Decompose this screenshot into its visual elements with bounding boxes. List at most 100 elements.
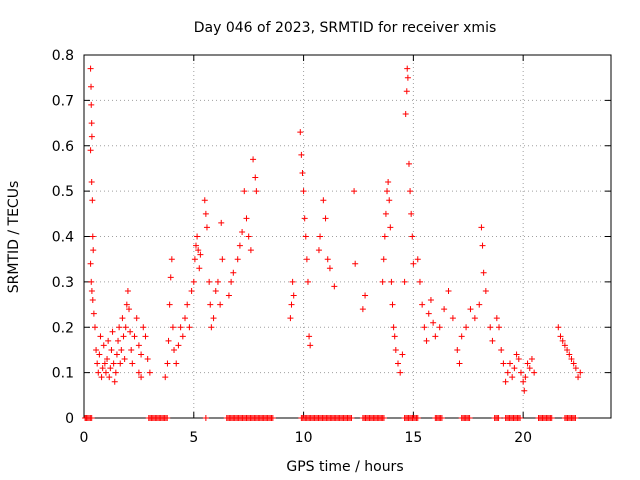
data-point xyxy=(105,337,112,344)
data-point xyxy=(99,365,106,372)
data-point xyxy=(89,233,96,240)
data-point xyxy=(111,378,118,385)
data-point xyxy=(90,247,97,254)
data-point xyxy=(555,324,562,331)
data-point xyxy=(401,278,408,285)
data-point xyxy=(138,351,145,358)
data-point xyxy=(493,315,500,322)
data-point xyxy=(479,242,486,249)
data-point xyxy=(387,224,394,231)
x-tick-label: 20 xyxy=(514,430,532,446)
data-point xyxy=(326,265,333,272)
data-point xyxy=(87,65,94,72)
data-point xyxy=(575,374,582,381)
data-point xyxy=(87,260,94,267)
y-tick-label: 0.8 xyxy=(52,48,74,64)
data-point xyxy=(109,328,116,335)
data-point xyxy=(217,301,224,308)
data-point xyxy=(496,324,503,331)
data-point xyxy=(88,120,95,127)
data-point xyxy=(380,415,387,421)
data-point xyxy=(88,179,95,186)
data-point xyxy=(498,346,505,353)
y-tick-label: 0.2 xyxy=(52,320,74,336)
data-point xyxy=(471,315,478,322)
data-point xyxy=(436,324,443,331)
data-point xyxy=(304,278,311,285)
data-point xyxy=(416,278,423,285)
y-tick-label: 0.4 xyxy=(52,230,74,246)
data-point xyxy=(142,333,149,340)
data-point xyxy=(219,256,226,263)
data-point xyxy=(182,315,189,322)
data-point xyxy=(87,147,94,154)
data-point xyxy=(515,356,522,363)
data-point xyxy=(449,315,456,322)
data-point xyxy=(206,278,213,285)
data-point xyxy=(362,292,369,299)
data-point xyxy=(165,337,172,344)
data-point xyxy=(106,374,113,381)
y-tick-label: 0.6 xyxy=(52,139,74,155)
data-point xyxy=(385,179,392,186)
data-point xyxy=(89,297,96,304)
y-tick-label: 0.1 xyxy=(52,366,74,382)
data-point xyxy=(487,324,494,331)
data-point xyxy=(104,356,111,363)
data-point xyxy=(116,324,123,331)
data-point xyxy=(456,360,463,367)
data-point xyxy=(348,415,355,421)
x-tick-label: 10 xyxy=(295,430,313,446)
data-point xyxy=(302,233,309,240)
data-point xyxy=(299,169,306,176)
data-point xyxy=(94,360,101,367)
data-point xyxy=(218,219,225,226)
data-point xyxy=(399,351,406,358)
data-point xyxy=(112,369,119,376)
data-point xyxy=(88,415,95,421)
data-point xyxy=(392,346,399,353)
data-point xyxy=(389,301,396,308)
data-point xyxy=(421,324,428,331)
data-point xyxy=(100,342,107,349)
data-point xyxy=(214,278,221,285)
data-point xyxy=(236,242,243,249)
data-point xyxy=(140,324,147,331)
data-point xyxy=(564,346,571,353)
data-point xyxy=(504,369,511,376)
data-point xyxy=(162,374,169,381)
data-point xyxy=(572,415,579,421)
data-point xyxy=(430,319,437,326)
data-point xyxy=(190,278,197,285)
data-point xyxy=(359,306,366,313)
data-point xyxy=(531,369,538,376)
x-tick-label: 0 xyxy=(80,430,89,446)
data-point xyxy=(478,224,485,231)
data-point xyxy=(234,256,241,263)
data-point xyxy=(521,387,528,394)
data-point xyxy=(388,278,395,285)
data-point xyxy=(524,360,531,367)
data-point xyxy=(482,287,489,294)
data-point xyxy=(243,215,250,222)
x-tick-label: 5 xyxy=(189,430,198,446)
data-point xyxy=(124,287,131,294)
data-point xyxy=(408,210,415,217)
data-point xyxy=(89,197,96,204)
data-point xyxy=(133,315,140,322)
data-point xyxy=(247,247,254,254)
data-point xyxy=(169,324,176,331)
data-point xyxy=(506,360,513,367)
data-point xyxy=(88,287,95,294)
data-point xyxy=(495,415,502,421)
data-point xyxy=(467,306,474,313)
data-point xyxy=(557,333,564,340)
data-point xyxy=(196,265,203,272)
grid xyxy=(84,55,611,418)
data-point xyxy=(404,74,411,81)
data-point xyxy=(528,356,535,363)
data-point xyxy=(351,188,358,195)
data-point xyxy=(500,360,507,367)
data-point xyxy=(458,333,465,340)
